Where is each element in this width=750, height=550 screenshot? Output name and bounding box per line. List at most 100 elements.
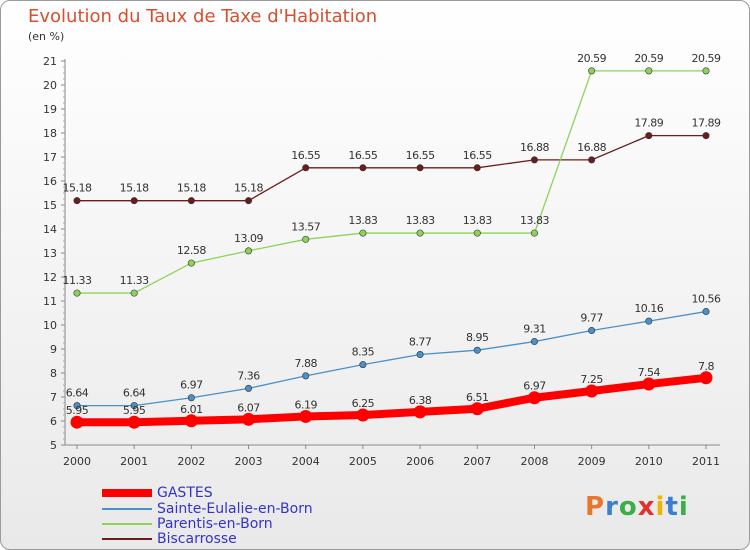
data-label-biscarrosse: 16.55 bbox=[348, 149, 377, 162]
logo-letter: P bbox=[585, 492, 606, 522]
data-label-biscarrosse: 15.18 bbox=[177, 182, 206, 195]
data-point-gastes bbox=[184, 414, 198, 428]
y-tick-label: 15 bbox=[43, 199, 57, 212]
data-label-parentis-en-born: 20.59 bbox=[692, 52, 721, 65]
data-point-gastes bbox=[470, 402, 484, 416]
data-point-gastes bbox=[356, 408, 370, 422]
data-label-biscarrosse: 15.18 bbox=[63, 182, 92, 195]
logo-letter: i bbox=[678, 492, 689, 522]
legend-item-parentis: Parentis-en-Born bbox=[102, 516, 273, 532]
data-label-biscarrosse: 15.18 bbox=[234, 182, 263, 195]
data-label-gastes: 6.25 bbox=[352, 397, 375, 410]
data-label-sainte-eulalie-en-born: 8.95 bbox=[466, 331, 489, 344]
data-label-gastes: 6.19 bbox=[294, 398, 317, 411]
data-label-sainte-eulalie-en-born: 9.31 bbox=[523, 323, 546, 336]
legend-item-gastes: GASTES bbox=[102, 485, 213, 501]
data-label-biscarrosse: 16.55 bbox=[406, 149, 435, 162]
data-label-parentis-en-born: 13.57 bbox=[291, 220, 320, 233]
data-point-parentis-en-born bbox=[302, 235, 310, 243]
y-tick-label: 11 bbox=[43, 295, 57, 308]
data-point-biscarrosse bbox=[645, 132, 653, 140]
legend-label-biscarrosse: Biscarrosse bbox=[157, 531, 237, 547]
data-point-sainte-eulalie-en-born bbox=[130, 402, 138, 410]
data-label-gastes: 6.07 bbox=[237, 401, 260, 414]
chart-title: Evolution du Taux de Taxe d'Habitation bbox=[28, 6, 378, 27]
data-label-sainte-eulalie-en-born: 7.36 bbox=[237, 369, 260, 382]
data-label-sainte-eulalie-en-born: 10.56 bbox=[692, 293, 721, 306]
data-point-sainte-eulalie-en-born bbox=[245, 384, 253, 392]
y-tick-label: 18 bbox=[43, 127, 57, 140]
data-label-sainte-eulalie-en-born: 6.64 bbox=[123, 387, 146, 400]
legend-item-biscarrosse: Biscarrosse bbox=[102, 531, 237, 547]
data-point-gastes bbox=[70, 415, 84, 429]
data-label-parentis-en-born: 13.09 bbox=[234, 232, 263, 245]
chart-unit-label: (en %) bbox=[28, 30, 65, 43]
data-point-sainte-eulalie-en-born bbox=[73, 402, 81, 410]
y-tick-label: 20 bbox=[43, 79, 57, 92]
data-point-gastes bbox=[585, 384, 599, 398]
data-point-biscarrosse bbox=[588, 156, 596, 164]
data-point-biscarrosse bbox=[530, 156, 538, 164]
y-tick-label: 5 bbox=[50, 439, 57, 452]
chart-axes: 5 6 7 8 9 10 11 12 13 14 15 16 17 18 19 20 21 2000 2001 200… bbox=[43, 55, 720, 468]
data-label-gastes: 6.51 bbox=[466, 391, 489, 404]
data-point-sainte-eulalie-en-born bbox=[416, 351, 424, 359]
data-point-biscarrosse bbox=[187, 197, 195, 205]
data-point-sainte-eulalie-en-born bbox=[530, 338, 538, 346]
data-point-gastes bbox=[527, 391, 541, 405]
y-tick-label: 21 bbox=[43, 55, 57, 68]
data-point-sainte-eulalie-en-born bbox=[588, 327, 596, 335]
data-label-biscarrosse: 16.88 bbox=[520, 141, 549, 154]
y-tick-label: 10 bbox=[43, 319, 57, 332]
data-point-biscarrosse bbox=[359, 164, 367, 172]
data-point-parentis-en-born bbox=[130, 289, 138, 297]
series-line-gastes bbox=[73, 373, 710, 427]
data-point-biscarrosse bbox=[245, 197, 253, 205]
x-tick-label: 2006 bbox=[406, 455, 434, 468]
data-label-biscarrosse: 17.89 bbox=[692, 117, 721, 130]
data-point-sainte-eulalie-en-born bbox=[702, 308, 710, 316]
x-tick-label: 2000 bbox=[63, 455, 91, 468]
series-line-parentis-en-born bbox=[76, 70, 707, 294]
logo-letter: r bbox=[605, 492, 619, 522]
data-label-parentis-en-born: 13.83 bbox=[348, 214, 377, 227]
data-point-parentis-en-born bbox=[645, 67, 653, 75]
legend-swatch-parentis bbox=[102, 523, 152, 525]
data-point-biscarrosse bbox=[302, 164, 310, 172]
data-point-sainte-eulalie-en-born bbox=[359, 361, 367, 369]
legend-swatch-gastes bbox=[102, 489, 152, 497]
y-tick-label: 17 bbox=[43, 151, 57, 164]
data-label-parentis-en-born: 13.83 bbox=[520, 214, 549, 227]
data-point-biscarrosse bbox=[702, 132, 710, 140]
x-tick-label: 2010 bbox=[635, 455, 663, 468]
data-label-biscarrosse: 16.88 bbox=[577, 141, 606, 154]
logo-letter: t bbox=[665, 492, 679, 522]
data-label-parentis-en-born: 11.33 bbox=[120, 274, 149, 287]
logo-letter: o bbox=[618, 492, 638, 522]
y-tick-label: 9 bbox=[50, 343, 57, 356]
data-point-parentis-en-born bbox=[73, 289, 81, 297]
x-tick-label: 2004 bbox=[292, 455, 320, 468]
x-tick-label: 2009 bbox=[578, 455, 606, 468]
data-label-sainte-eulalie-en-born: 6.64 bbox=[66, 387, 89, 400]
data-label-gastes: 7.25 bbox=[580, 373, 603, 386]
data-label-gastes: 6.38 bbox=[409, 394, 432, 407]
data-point-sainte-eulalie-en-born bbox=[645, 317, 653, 325]
data-label-gastes: 6.97 bbox=[523, 380, 546, 393]
x-tick-label: 2001 bbox=[120, 455, 148, 468]
data-point-parentis-en-born bbox=[702, 67, 710, 75]
data-label-sainte-eulalie-en-born: 10.16 bbox=[634, 302, 663, 315]
series-line-biscarrosse bbox=[76, 134, 707, 202]
data-point-parentis-en-born bbox=[588, 67, 596, 75]
legend-swatch-biscarrosse bbox=[102, 538, 152, 540]
y-tick-label: 16 bbox=[43, 175, 57, 188]
data-point-gastes bbox=[413, 405, 427, 419]
data-label-sainte-eulalie-en-born: 6.97 bbox=[180, 379, 203, 392]
data-point-parentis-en-born bbox=[473, 229, 481, 237]
data-point-gastes bbox=[127, 415, 141, 429]
data-label-gastes: 5.95 bbox=[123, 404, 146, 417]
proxiti-logo: Proxiti bbox=[585, 492, 689, 522]
y-tick-label: 6 bbox=[50, 415, 57, 428]
data-point-biscarrosse bbox=[473, 164, 481, 172]
